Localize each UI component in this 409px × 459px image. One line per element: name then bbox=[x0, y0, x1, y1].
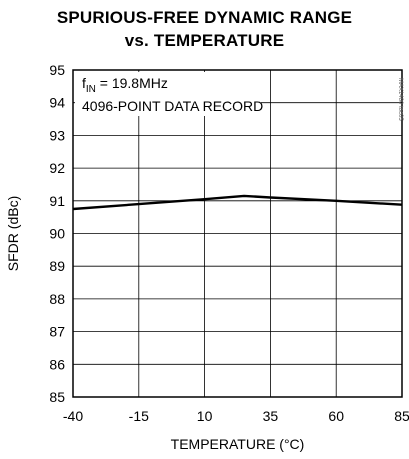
annotation-condition-prefix: f bbox=[82, 75, 86, 91]
annotation-record: 4096-POINT DATA RECORD bbox=[82, 98, 263, 114]
y-tick-label: 95 bbox=[49, 62, 65, 78]
x-tick-label: -40 bbox=[63, 408, 83, 424]
y-tick-label: 85 bbox=[49, 389, 65, 405]
series-layer bbox=[72, 194, 403, 211]
annotation-condition-value: = 19.8MHz bbox=[96, 75, 168, 91]
grid bbox=[72, 69, 403, 398]
x-tick-label: 35 bbox=[263, 408, 279, 424]
y-tick-label: 93 bbox=[49, 127, 65, 143]
chart-subtitle: vs. TEMPERATURE bbox=[124, 31, 285, 50]
y-tick-label: 94 bbox=[49, 95, 65, 111]
y-tick-labels: 85 86 87 88 89 90 91 92 93 94 95 bbox=[49, 62, 65, 405]
y-tick-label: 92 bbox=[49, 160, 65, 176]
x-tick-labels: -40 -15 10 35 60 85 bbox=[63, 408, 409, 424]
y-tick-label: 90 bbox=[49, 226, 65, 242]
annotation-condition: fIN = 19.8MHz bbox=[82, 75, 168, 95]
annotation-condition-sub: IN bbox=[86, 84, 96, 95]
y-tick-label: 91 bbox=[49, 193, 65, 209]
x-tick-label: -15 bbox=[129, 408, 149, 424]
y-tick-label: 89 bbox=[49, 258, 65, 274]
x-tick-label: 85 bbox=[394, 408, 409, 424]
x-tick-label: 60 bbox=[328, 408, 344, 424]
series-line bbox=[72, 194, 403, 211]
chart-title: SPURIOUS-FREE DYNAMIC RANGE bbox=[56, 8, 353, 27]
x-axis-label: TEMPERATURE (°C) bbox=[171, 436, 305, 452]
annotation-box bbox=[75, 72, 261, 116]
y-tick-label: 87 bbox=[49, 324, 65, 340]
y-tick-label: 88 bbox=[49, 291, 65, 307]
plot-frame bbox=[72, 69, 403, 398]
x-tick-label: 10 bbox=[197, 408, 213, 424]
y-tick-label: 86 bbox=[49, 356, 65, 372]
part-code: MAX1480 toc05 bbox=[397, 78, 403, 121]
y-axis-label: SFDR (dBc) bbox=[5, 196, 21, 271]
